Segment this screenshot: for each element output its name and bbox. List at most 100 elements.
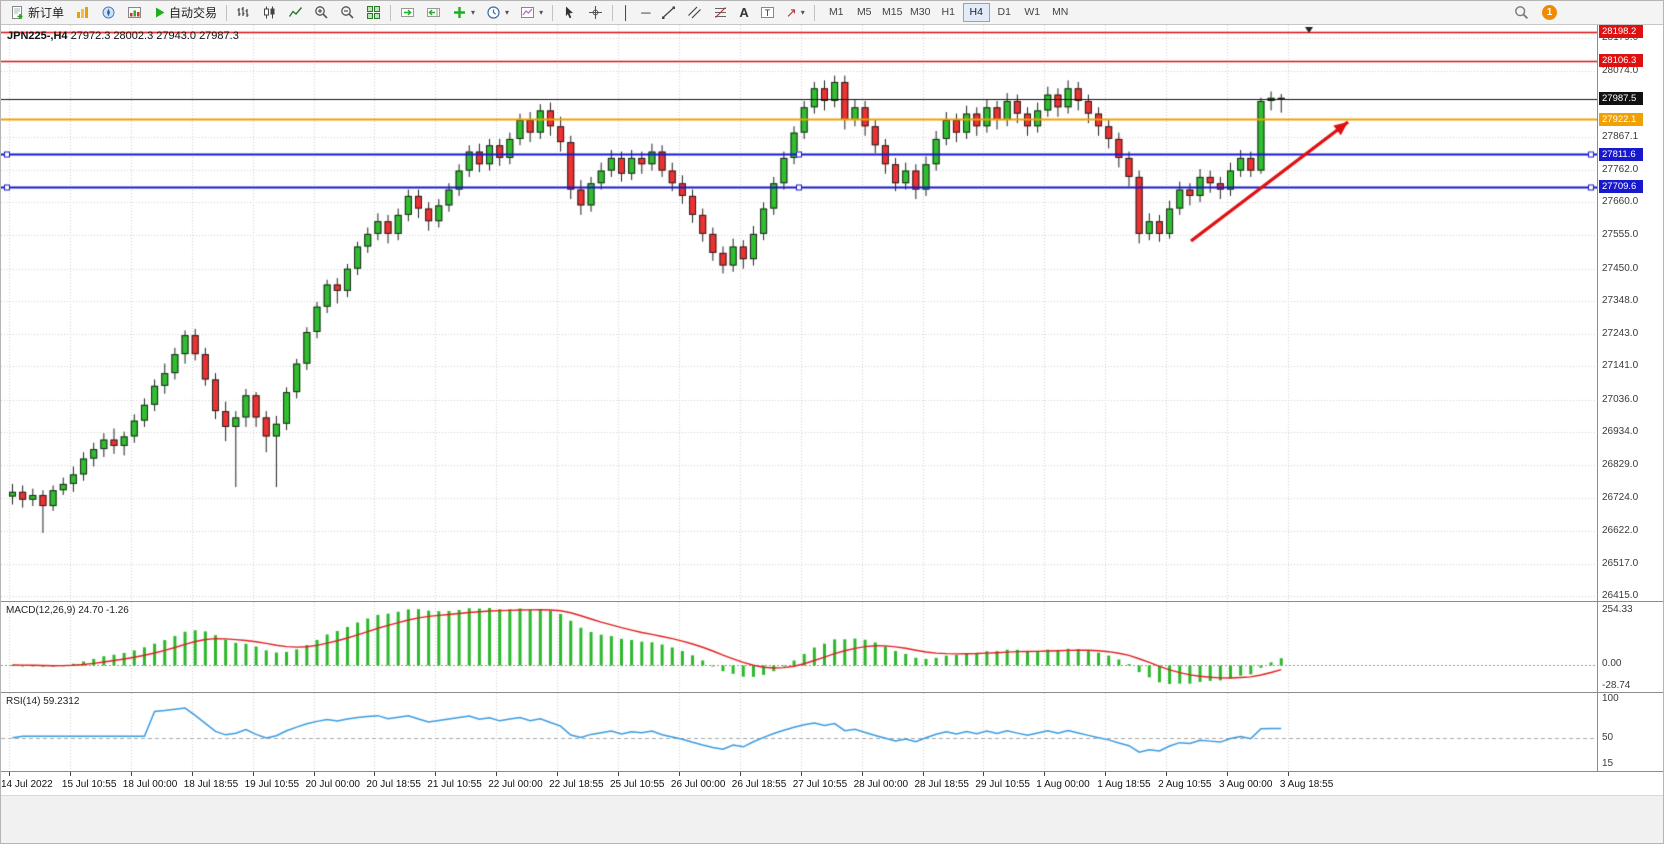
macd-label: MACD(12,26,9) 24.70 -1.26 (6, 605, 129, 616)
indicators-icon (454, 7, 466, 18)
navigator-icon (102, 6, 115, 19)
trendline-tool-button[interactable] (656, 2, 681, 23)
time-axis-label: 28 Jul 18:55 (914, 779, 970, 790)
arrows-tool-button[interactable]: ↗ ▾ (781, 2, 810, 23)
time-axis-tick (314, 772, 315, 776)
tile-windows-button[interactable] (361, 2, 386, 23)
time-axis-tick (1288, 772, 1289, 776)
zoom-out-button[interactable] (335, 2, 360, 23)
cursor-tool-button[interactable] (557, 2, 582, 23)
tf-button-h1[interactable]: H1 (935, 3, 962, 22)
line-chart-mode-button[interactable] (283, 2, 308, 23)
tf-button-mn[interactable]: MN (1047, 3, 1074, 22)
line-chart-icon (288, 7, 303, 17)
tile-windows-icon (367, 6, 381, 19)
notification-badge[interactable]: 1 (1542, 5, 1557, 20)
tf-button-m30[interactable]: M30 (907, 3, 934, 22)
time-axis-tick (1227, 772, 1228, 776)
price-line-badge: 27922.1 (1599, 112, 1643, 126)
time-axis-tick (1044, 772, 1045, 776)
market-watch-button[interactable] (70, 2, 95, 23)
auto-trading-icon (156, 7, 165, 18)
terminal-button[interactable] (122, 2, 147, 23)
price-axis-label: 27660.0 (1602, 196, 1639, 208)
bar-chart-mode-button[interactable] (231, 2, 256, 23)
templates-button[interactable]: ▾ (515, 2, 548, 23)
equidistant-channel-tool-button[interactable] (682, 2, 707, 23)
tf-button-w1[interactable]: W1 (1019, 3, 1046, 22)
price-chart-canvas[interactable] (1, 25, 1597, 601)
tf-button-d1[interactable]: D1 (991, 3, 1018, 22)
chart-shift-button[interactable] (421, 2, 446, 23)
svg-text:T: T (765, 8, 771, 18)
new-order-button[interactable]: 新订单 (5, 2, 69, 23)
crosshair-icon (589, 6, 603, 19)
price-axis-label: 27243.0 (1602, 328, 1639, 340)
time-axis-label: 18 Jul 18:55 (183, 779, 239, 790)
time-axis-tick (192, 772, 193, 776)
chart-ohlc: 27972.3 28002.3 27943.0 27987.3 (70, 30, 239, 42)
time-axis-tick (923, 772, 924, 776)
time-axis-label: 20 Jul 00:00 (305, 779, 361, 790)
search-button[interactable] (1509, 2, 1534, 23)
time-axis-tick (740, 772, 741, 776)
time-axis-label: 22 Jul 18:55 (549, 779, 604, 790)
price-line-badge: 28106.3 (1599, 54, 1643, 68)
vertical-line-tool-button[interactable]: │ (617, 2, 635, 23)
tf-button-h4[interactable]: H4 (962, 3, 990, 22)
chevron-down-icon: ▾ (471, 8, 476, 17)
toolbar-separator (552, 4, 554, 21)
candlestick-mode-button[interactable] (257, 2, 282, 23)
tf-button-m15[interactable]: M15 (879, 3, 906, 22)
window-bottom-filler (1, 795, 1663, 843)
zoom-in-button[interactable] (309, 2, 334, 23)
fibonacci-tool-button[interactable] (708, 2, 733, 23)
toolbar-right-group: 1 (1509, 2, 1661, 23)
indicators-button[interactable]: ▾ (447, 2, 480, 23)
time-axis-tick (618, 772, 619, 776)
tf-button-m1[interactable]: M1 (823, 3, 850, 22)
time-axis-tick (131, 772, 132, 776)
time-axis-tick (374, 772, 375, 776)
periods-button[interactable]: ▾ (481, 2, 514, 23)
macd-scale-min: -28.74 (1602, 680, 1631, 691)
time-axis-tick (1105, 772, 1106, 776)
time-axis-label: 14 Jul 2022 (1, 779, 53, 790)
chevron-down-icon: ▾ (539, 8, 544, 17)
price-axis-label: 26622.0 (1602, 524, 1639, 536)
time-axis-tick (9, 772, 10, 776)
price-axis-label: 27450.0 (1602, 262, 1639, 274)
toolbar: 新订单 自动交易 (1, 1, 1663, 25)
bar-chart-icon (237, 7, 249, 17)
crosshair-tool-button[interactable] (583, 2, 608, 23)
time-axis-tick (679, 772, 680, 776)
horizontal-line-tool-button[interactable]: ─ (636, 2, 655, 23)
macd-scale-max: 254.33 (1602, 604, 1633, 615)
template-icon (521, 7, 535, 18)
navigator-button[interactable] (96, 2, 121, 23)
toolbar-separator (390, 4, 392, 21)
tf-button-m5[interactable]: M5 (851, 3, 878, 22)
new-order-icon (12, 6, 23, 19)
text-tool-button[interactable]: A (734, 2, 753, 23)
macd-canvas[interactable] (1, 602, 1597, 692)
trendline-icon (662, 6, 676, 19)
time-axis-label: 2 Aug 10:55 (1158, 779, 1212, 790)
time-axis-label: 26 Jul 00:00 (670, 779, 726, 790)
price-axis-label: 26724.0 (1602, 492, 1639, 504)
price-line-badge: 27811.6 (1599, 147, 1643, 161)
text-label-tool-button[interactable]: T (755, 2, 780, 23)
time-axis-label: 1 Aug 00:00 (1036, 779, 1090, 790)
vertical-line-icon: │ (622, 5, 631, 20)
auto-scroll-button[interactable] (395, 2, 420, 23)
auto-trading-label: 自动交易 (169, 6, 218, 20)
auto-trading-button[interactable]: 自动交易 (148, 2, 222, 23)
time-axis[interactable]: 14 Jul 2022 15 Jul 10:55 18 Jul 00:00 18 Ju… (1, 771, 1663, 795)
timeframe-group: M1 M5 M15 M30 H1 H4 D1 W1 MN (823, 3, 1074, 22)
time-axis-tick (496, 772, 497, 776)
time-axis-label: 29 Jul 10:55 (975, 779, 1030, 790)
price-axis[interactable]: 28179.028074.027867.127762.027660.027555… (1597, 25, 1663, 771)
rsi-canvas[interactable] (1, 693, 1597, 771)
horizontal-line-icon: ─ (641, 5, 651, 20)
